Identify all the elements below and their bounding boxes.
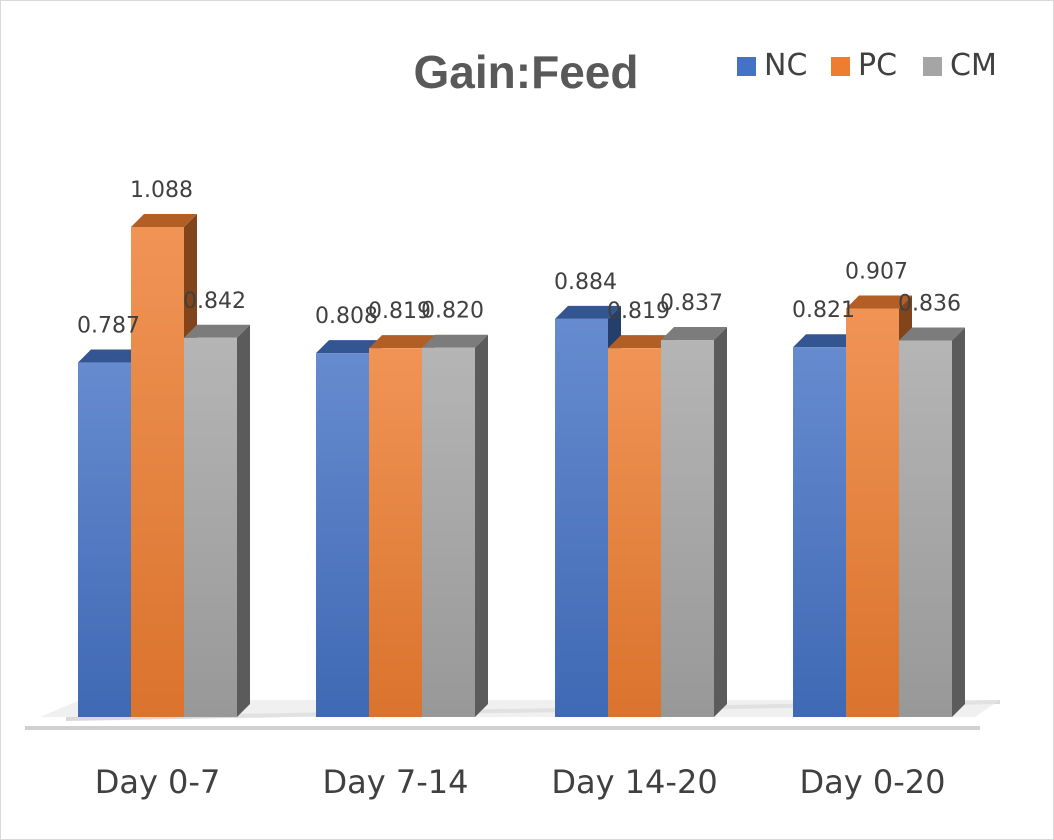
bar-cm-day-0-20 [899,327,965,717]
category-label-day-7-14: Day 7-14 [323,763,469,801]
category-label-day-0-20: Day 0-20 [800,763,946,801]
data-label-nc-day-7-14: 0.808 [315,304,378,329]
data-label-cm-day-14-20: 0.837 [660,291,723,316]
data-label-pc-day-7-14: 0.819 [368,299,431,324]
legend-label-nc: NC [764,48,807,83]
bar-cm-day-14-20 [661,327,727,717]
x-axis-line [25,726,980,730]
data-label-pc-day-0-7: 1.088 [130,178,193,203]
category-label-day-14-20: Day 14-20 [551,763,717,801]
data-label-cm-day-0-7: 0.842 [183,289,246,314]
legend-label-pc: PC [858,48,897,83]
bar-cm-day-0-7 [184,324,250,717]
bar-cm-day-7-14 [422,334,488,717]
chart-title: Gain:Feed [414,46,639,98]
legend-item-nc: NC [737,48,807,83]
data-label-cm-day-7-14: 0.820 [421,299,484,324]
legend-swatch-nc [737,57,756,76]
legend-item-pc: PC [831,48,897,83]
legend-swatch-cm [923,57,942,76]
data-label-cm-day-0-20: 0.836 [898,291,961,316]
chart-floor [25,700,1000,730]
data-label-pc-day-14-20: 0.819 [607,299,670,324]
data-labels-group: 0.7871.0880.8420.8080.8190.8200.8840.819… [77,178,961,339]
legend-label-cm: CM [950,48,997,83]
category-axis: Day 0-7 Day 7-14 Day 14-20 Day 0-20 [95,763,946,801]
data-label-nc-day-0-20: 0.821 [792,298,855,323]
data-label-nc-day-0-7: 0.787 [77,314,140,339]
data-label-nc-day-14-20: 0.884 [554,270,617,295]
bars-group [78,214,965,717]
legend-item-cm: CM [923,48,997,83]
data-label-pc-day-0-20: 0.907 [845,260,908,285]
legend-swatch-pc [831,57,850,76]
category-label-day-0-7: Day 0-7 [95,763,221,801]
legend: NC PC CM [737,48,997,83]
